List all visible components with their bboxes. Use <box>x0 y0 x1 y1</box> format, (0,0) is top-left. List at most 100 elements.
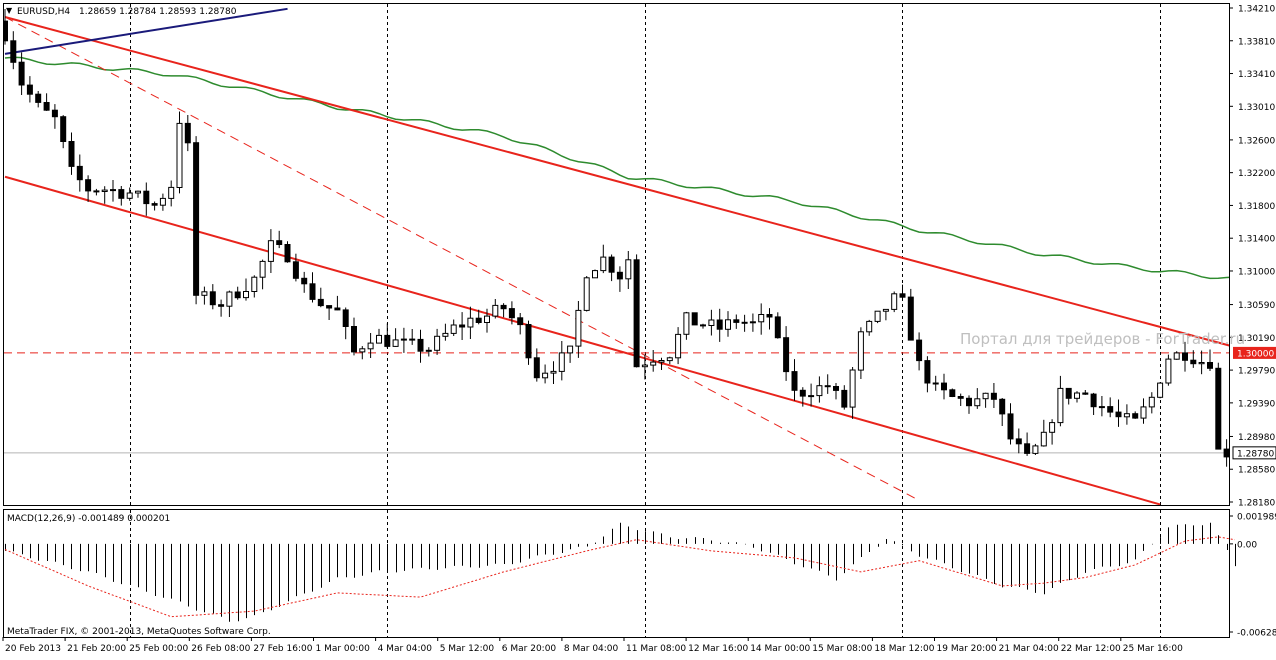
candle[interactable] <box>783 326 790 381</box>
candle[interactable] <box>716 308 723 342</box>
candle[interactable] <box>816 376 823 403</box>
candle[interactable] <box>193 136 200 305</box>
candle[interactable] <box>184 115 191 152</box>
candle[interactable] <box>658 357 665 370</box>
candle[interactable] <box>1082 390 1089 395</box>
candle[interactable] <box>367 333 374 358</box>
candle[interactable] <box>899 284 906 300</box>
candle[interactable] <box>1107 397 1114 418</box>
candle[interactable] <box>1140 398 1147 424</box>
candle[interactable] <box>60 115 67 149</box>
candle[interactable] <box>93 188 100 196</box>
candle[interactable] <box>201 286 208 305</box>
candle[interactable] <box>833 383 839 400</box>
candle[interactable] <box>35 91 42 108</box>
candle[interactable] <box>1182 341 1188 372</box>
candle[interactable] <box>533 348 540 382</box>
candle[interactable] <box>1007 403 1014 445</box>
candle[interactable] <box>384 323 391 349</box>
candle[interactable] <box>18 52 25 95</box>
candle[interactable] <box>259 259 266 290</box>
candle[interactable] <box>990 383 997 408</box>
candle[interactable] <box>475 309 482 325</box>
moving-average-line[interactable] <box>4 56 1235 280</box>
candle[interactable] <box>882 308 889 321</box>
candle[interactable] <box>558 341 565 381</box>
candle[interactable] <box>633 254 640 368</box>
candle[interactable] <box>741 314 748 332</box>
candle[interactable] <box>234 286 241 300</box>
candle[interactable] <box>1165 354 1172 386</box>
candle[interactable] <box>583 276 590 312</box>
candle[interactable] <box>517 313 524 335</box>
candle[interactable] <box>467 306 474 339</box>
candle[interactable] <box>135 190 141 198</box>
candle[interactable] <box>600 244 607 274</box>
candle[interactable] <box>492 299 499 319</box>
candle[interactable] <box>151 201 158 211</box>
candle[interactable] <box>824 374 831 394</box>
candle[interactable] <box>51 104 58 129</box>
candle[interactable] <box>1040 419 1047 447</box>
candle[interactable] <box>276 230 283 249</box>
candle[interactable] <box>575 301 582 358</box>
candle[interactable] <box>700 323 706 329</box>
candle[interactable] <box>849 367 856 419</box>
candle[interactable] <box>683 311 690 340</box>
candle[interactable] <box>616 266 623 292</box>
candle[interactable] <box>1074 391 1080 403</box>
candle[interactable] <box>691 312 698 326</box>
candle[interactable] <box>425 347 432 357</box>
candle[interactable] <box>500 303 507 318</box>
candle[interactable] <box>459 312 466 340</box>
chart-menu-icon[interactable]: ▼ <box>6 6 13 15</box>
candle[interactable] <box>542 364 549 384</box>
candle[interactable] <box>1173 351 1180 360</box>
candle[interactable] <box>101 186 108 204</box>
candle[interactable] <box>267 229 274 273</box>
candle[interactable] <box>791 359 798 401</box>
candle[interactable] <box>857 327 864 379</box>
candle[interactable] <box>841 385 848 410</box>
candle[interactable] <box>10 31 17 70</box>
candle[interactable] <box>1215 362 1222 450</box>
candle[interactable] <box>209 284 216 310</box>
candle[interactable] <box>1098 396 1105 417</box>
candle[interactable] <box>243 278 249 301</box>
blue-trendline[interactable] <box>4 7 288 55</box>
candle[interactable] <box>1015 428 1022 454</box>
candle[interactable] <box>334 295 341 311</box>
candle[interactable] <box>666 356 673 365</box>
candle[interactable] <box>550 361 557 384</box>
candle[interactable] <box>1065 387 1072 405</box>
candle[interactable] <box>1024 432 1031 456</box>
candle[interactable] <box>650 350 657 372</box>
candle[interactable] <box>376 328 382 344</box>
candle[interactable] <box>442 323 449 341</box>
candle[interactable] <box>907 288 914 341</box>
candle[interactable] <box>758 303 765 335</box>
candle[interactable] <box>1132 411 1139 419</box>
candle[interactable] <box>949 388 956 398</box>
candle[interactable] <box>392 328 399 347</box>
candle[interactable] <box>359 346 366 360</box>
candle[interactable] <box>326 305 333 320</box>
candle[interactable] <box>168 180 175 207</box>
candle[interactable] <box>1207 349 1213 372</box>
candle[interactable] <box>159 193 166 211</box>
candle[interactable] <box>608 254 615 282</box>
trendline-1[interactable] <box>4 16 1276 369</box>
candle[interactable] <box>525 320 532 365</box>
candle[interactable] <box>625 251 632 289</box>
candle[interactable] <box>1057 375 1064 427</box>
candle[interactable] <box>1090 392 1097 415</box>
candle[interactable] <box>126 187 133 201</box>
candle[interactable] <box>932 375 939 391</box>
candle[interactable] <box>1198 350 1205 375</box>
candle[interactable] <box>43 93 50 111</box>
candle[interactable] <box>749 313 756 332</box>
candle[interactable] <box>999 398 1006 426</box>
candle[interactable] <box>450 319 457 337</box>
candle[interactable] <box>799 387 806 407</box>
candle[interactable] <box>118 186 125 206</box>
